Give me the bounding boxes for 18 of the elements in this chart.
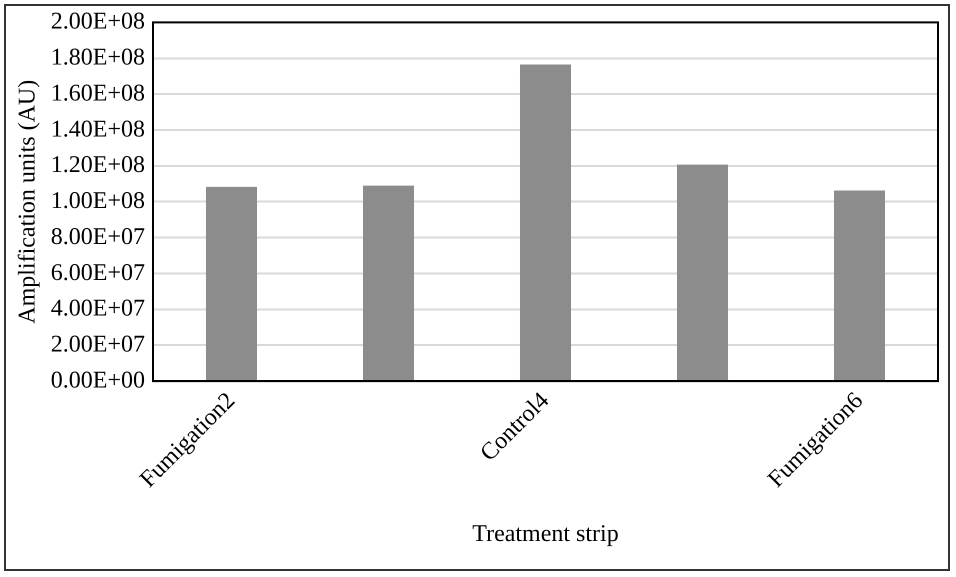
y-axis-title: Amplification units (AU) — [14, 80, 41, 324]
bar — [362, 186, 414, 380]
y-tick-label: 2.00E+08 — [50, 8, 145, 35]
y-tick-label: 1.60E+08 — [50, 80, 145, 106]
y-tick-label: 2.00E+07 — [50, 332, 145, 358]
bar — [676, 164, 728, 380]
x-axis-title: Treatment strip — [472, 520, 619, 547]
y-tick-label: 8.00E+07 — [50, 224, 145, 250]
y-tick-label: 1.20E+08 — [50, 152, 145, 178]
y-tick-label: 1.40E+08 — [50, 116, 145, 142]
y-tick-label: 6.00E+07 — [50, 260, 145, 286]
bar — [206, 186, 258, 380]
y-tick-label: 1.80E+08 — [50, 44, 145, 71]
y-tick-label: 0.00E+00 — [50, 367, 145, 394]
bar — [834, 190, 886, 380]
bar — [520, 64, 572, 380]
y-tick-label: 1.00E+08 — [50, 188, 145, 214]
y-tick-label: 4.00E+07 — [50, 296, 145, 322]
